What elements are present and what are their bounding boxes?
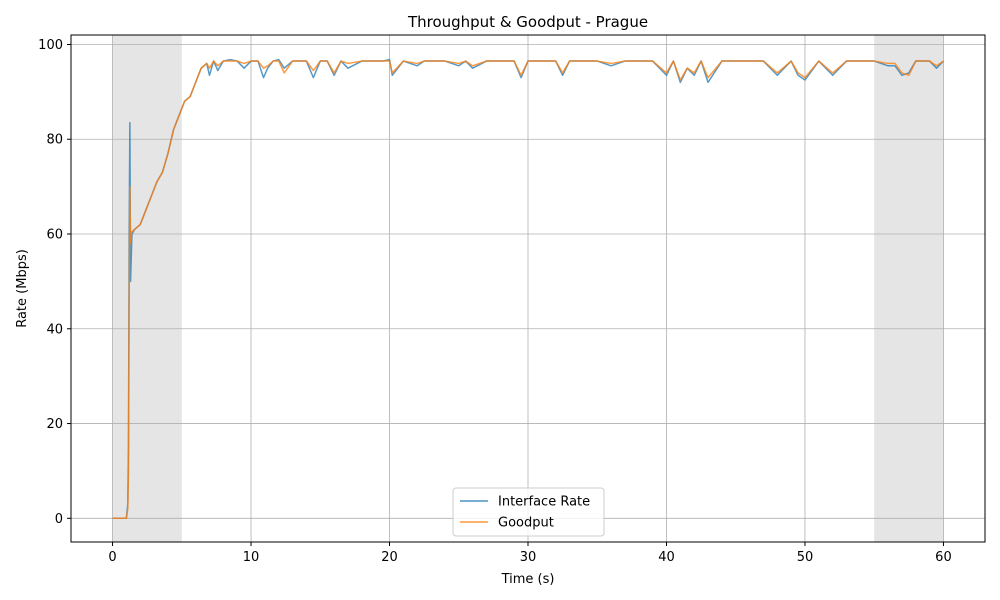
x-tick-label: 20 xyxy=(381,550,398,565)
chart-title: Throughput & Goodput - Prague xyxy=(407,13,648,31)
plot-area: 0 10 20 30 40 50 60 0 20 40 60 80 100 xyxy=(38,34,986,565)
shaded-region-2 xyxy=(874,35,944,542)
series-line-goodput xyxy=(112,60,944,520)
x-tick-label: 30 xyxy=(520,550,537,565)
x-tick-label: 60 xyxy=(935,550,952,565)
x-tick-label: 0 xyxy=(108,550,116,565)
y-axis-title: Rate (Mbps) xyxy=(15,249,30,328)
y-tick-label: 60 xyxy=(46,228,63,243)
legend-label: Interface Rate xyxy=(498,495,590,510)
x-tick-label: 40 xyxy=(658,550,675,565)
legend-label: Goodput xyxy=(498,516,554,531)
x-tick-label: 50 xyxy=(797,550,814,565)
legend-box xyxy=(452,487,605,537)
y-tick-label: 40 xyxy=(46,322,63,337)
legend: Interface Rate Goodput xyxy=(452,487,605,537)
y-tick-label: 20 xyxy=(46,417,63,432)
y-tick-label: 100 xyxy=(38,38,63,53)
y-tick-label: 80 xyxy=(46,133,63,148)
y-tick-label: 0 xyxy=(55,512,63,527)
x-tick-label: 10 xyxy=(243,550,260,565)
x-axis-title: Time (s) xyxy=(501,572,555,587)
shaded-region-1 xyxy=(112,35,182,542)
